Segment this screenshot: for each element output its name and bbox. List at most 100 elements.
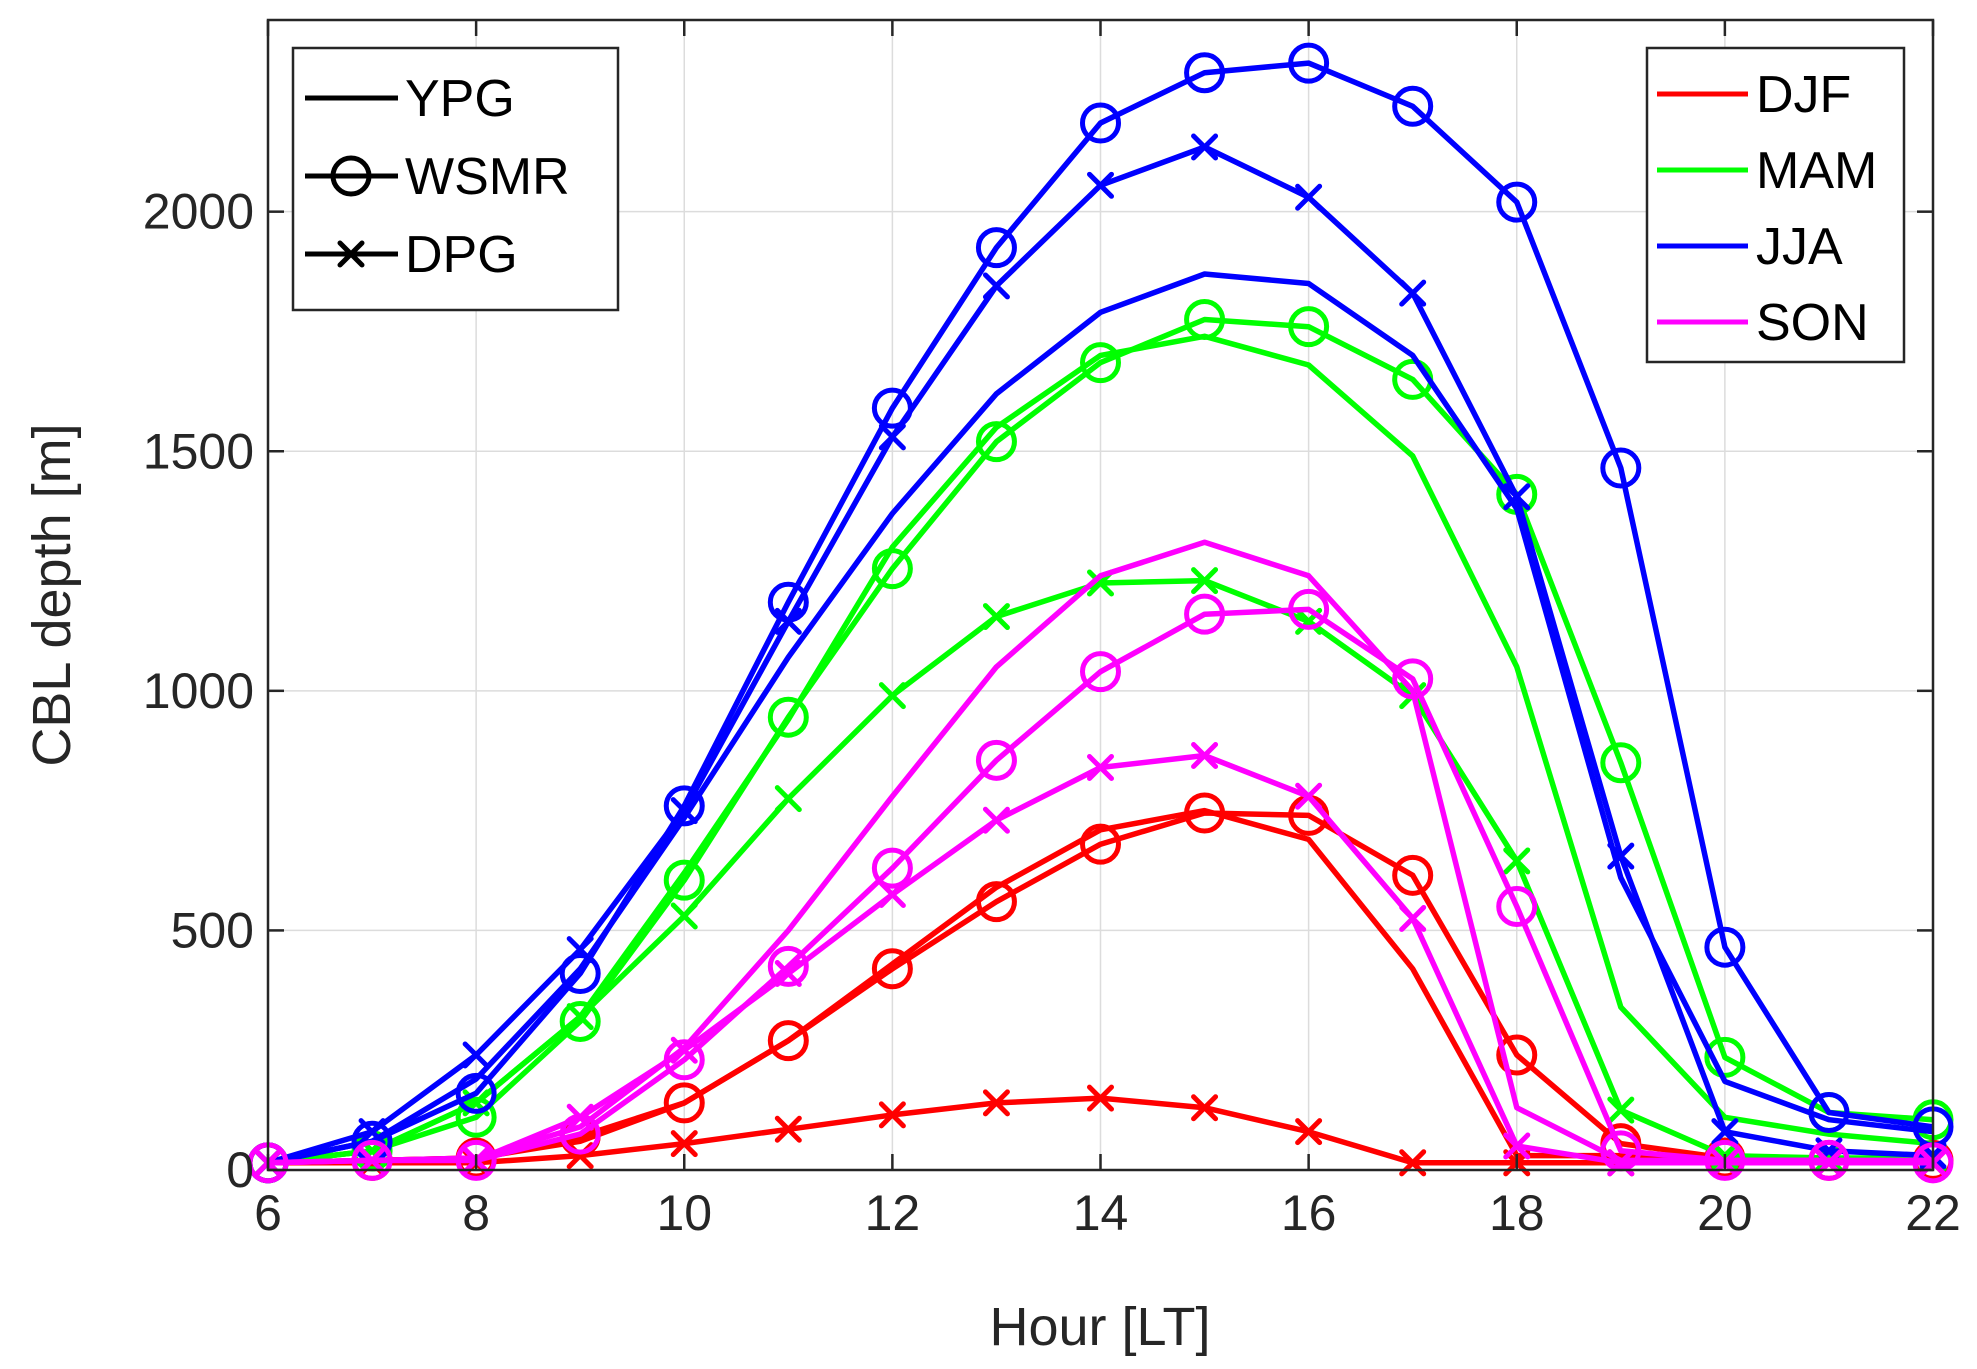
data-point-djf-dpg	[1087, 1084, 1114, 1112]
data-point-jja-dpg	[878, 423, 906, 451]
data-point-djf-dpg	[878, 1101, 906, 1129]
data-point-djf-dpg	[774, 1115, 802, 1143]
data-point-djf-wsmr	[1184, 792, 1226, 834]
series-son-wsmr	[247, 588, 1954, 1184]
legend-label-ypg: YPG	[405, 70, 515, 128]
data-point-jja-wsmr	[455, 1072, 497, 1114]
y-tick-label: 1500	[143, 423, 254, 479]
data-point-son-wsmr	[1080, 651, 1121, 693]
data-point-son-dpg	[1503, 1132, 1531, 1160]
x-tick-label: 12	[865, 1185, 921, 1241]
x-tick-label: 20	[1697, 1185, 1753, 1241]
data-point-djf-wsmr	[871, 948, 913, 990]
legend-label-son: SON	[1756, 294, 1869, 352]
data-point-mam-dpg	[878, 682, 906, 710]
data-point-djf-dpg	[1295, 1118, 1323, 1146]
x-tick-label: 10	[656, 1185, 712, 1241]
legend-seasons-box	[1645, 46, 1906, 364]
data-point-djf-wsmr	[1392, 854, 1434, 896]
data-point-jja-dpg	[774, 607, 802, 635]
data-point-mam-dpg	[1503, 847, 1531, 875]
x-tick-label: 18	[1489, 1185, 1545, 1241]
data-point-son-dpg	[1087, 754, 1114, 781]
data-point-jja-wsmr	[1808, 1092, 1850, 1133]
data-point-mam-wsmr	[1288, 306, 1330, 348]
data-point-jja-wsmr	[1704, 926, 1746, 968]
data-point-jja-dpg	[1087, 171, 1114, 199]
series-line-jja-wsmr	[267, 60, 1934, 1166]
data-point-mam-dpg	[1607, 1096, 1635, 1124]
legend-marker-wsmr	[330, 155, 372, 197]
data-point-mam-wsmr	[1600, 742, 1642, 784]
legend-entry-son: SON	[1657, 294, 1869, 352]
data-point-jja-dpg	[1503, 483, 1531, 511]
data-point-mam-wsmr	[455, 1096, 497, 1138]
data-point-mam-wsmr	[975, 421, 1017, 463]
data-point-son-wsmr	[767, 945, 809, 987]
data-point-son-wsmr	[1184, 593, 1226, 635]
data-point-son-dpg	[358, 1146, 386, 1174]
legend-label-dpg: DPG	[405, 226, 518, 284]
data-point-jja-dpg	[358, 1118, 386, 1146]
x-tick-label: 8	[462, 1185, 490, 1241]
data-point-son-wsmr	[1288, 588, 1330, 630]
data-point-son-wsmr	[871, 847, 913, 889]
data-point-son-wsmr	[1496, 885, 1538, 927]
x-axis-label: Hour [LT]	[989, 1297, 1210, 1357]
data-point-mam-dpg	[670, 902, 698, 930]
data-point-djf-dpg	[1191, 1094, 1219, 1122]
data-point-son-dpg	[670, 1036, 698, 1064]
data-point-jja-dpg	[566, 936, 594, 964]
data-point-mam-wsmr	[1184, 298, 1226, 340]
data-point-jja-wsmr	[559, 953, 601, 995]
legend-entry-mam: MAM	[1657, 142, 1877, 200]
data-point-jja-wsmr	[663, 785, 705, 827]
data-point-jja-dpg	[670, 797, 698, 825]
legend-entry-djf: DJF	[1657, 66, 1851, 124]
data-point-mam-dpg	[774, 785, 802, 813]
legend-entry-jja: JJA	[1657, 218, 1843, 276]
data-point-son-dpg	[878, 880, 906, 908]
data-point-djf-wsmr	[1080, 823, 1121, 865]
x-tick-label: 14	[1073, 1185, 1129, 1241]
x-tick-label: 22	[1905, 1185, 1961, 1241]
data-point-jja-wsmr	[1600, 447, 1642, 489]
y-tick-label: 0	[226, 1142, 254, 1198]
legend-seasons: DJF MAM JJA SON	[1645, 46, 1906, 364]
data-point-jja-dpg	[1191, 133, 1219, 161]
data-point-mam-dpg	[982, 603, 1010, 631]
data-point-djf-dpg	[982, 1089, 1010, 1117]
legend-label-jja: JJA	[1756, 218, 1843, 276]
data-point-jja-dpg	[1295, 183, 1323, 211]
x-tick-label: 16	[1281, 1185, 1337, 1241]
data-point-jja-wsmr	[1496, 181, 1538, 223]
data-point-mam-wsmr	[871, 548, 913, 590]
data-point-mam-wsmr	[663, 859, 705, 901]
data-point-jja-wsmr	[1080, 102, 1121, 144]
data-point-son-wsmr	[1392, 658, 1434, 700]
data-point-jja-wsmr	[1288, 42, 1330, 84]
legend-label-wsmr: WSMR	[405, 148, 570, 206]
series-line-son-wsmr	[267, 606, 1934, 1166]
data-point-son-dpg	[982, 806, 1010, 834]
data-point-son-wsmr	[975, 739, 1017, 781]
data-point-mam-dpg	[1191, 567, 1219, 595]
data-point-mam-dpg	[566, 1003, 594, 1031]
data-point-jja-wsmr	[1184, 52, 1226, 94]
data-point-djf-wsmr	[975, 881, 1017, 923]
data-point-jja-wsmr	[975, 227, 1017, 269]
data-point-djf-dpg	[670, 1130, 698, 1158]
legend-marker-dpg	[337, 240, 365, 268]
data-point-son-dpg	[1399, 904, 1427, 932]
data-point-jja-dpg	[462, 1041, 490, 1069]
data-point-jja-dpg	[1711, 1118, 1739, 1146]
data-point-mam-wsmr	[559, 1000, 601, 1042]
data-point-djf-wsmr	[663, 1082, 705, 1124]
data-point-jja-dpg	[1399, 279, 1427, 307]
data-point-djf-wsmr	[767, 1020, 809, 1062]
legend-entry-wsmr: WSMR	[305, 148, 570, 206]
data-point-djf-wsmr	[1496, 1034, 1538, 1076]
data-point-son-dpg	[1295, 782, 1323, 810]
data-point-mam-wsmr	[767, 696, 809, 738]
